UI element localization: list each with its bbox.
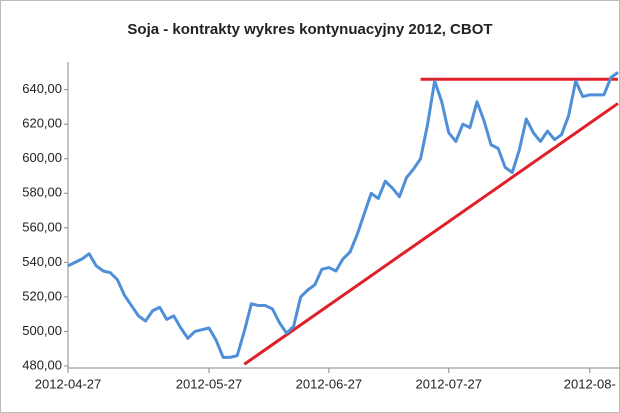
x-tick-label: 2012-05-27 bbox=[176, 376, 243, 391]
y-tick-label: 500,00 bbox=[22, 323, 62, 338]
y-tick-label: 520,00 bbox=[22, 288, 62, 303]
y-tick-label: 620,00 bbox=[22, 116, 62, 131]
y-tick-label: 560,00 bbox=[22, 219, 62, 234]
data-line bbox=[67, 71, 619, 359]
chart-title: Soja - kontrakty wykres kontynuacyjny 20… bbox=[127, 21, 492, 38]
x-tick-label: 2012-07-27 bbox=[416, 376, 483, 391]
x-tick-label: 2012-08- bbox=[564, 376, 616, 391]
x-tick-label: 2012-04-27 bbox=[35, 376, 102, 391]
y-tick-label: 540,00 bbox=[22, 254, 62, 269]
y-tick-label: 580,00 bbox=[22, 185, 62, 200]
x-tick-label: 2012-06-27 bbox=[296, 376, 363, 391]
annotation-line bbox=[243, 102, 619, 366]
y-tick-label: 640,00 bbox=[22, 81, 62, 96]
y-tick-label: 600,00 bbox=[22, 150, 62, 165]
y-tick-label: 480,00 bbox=[22, 357, 62, 372]
